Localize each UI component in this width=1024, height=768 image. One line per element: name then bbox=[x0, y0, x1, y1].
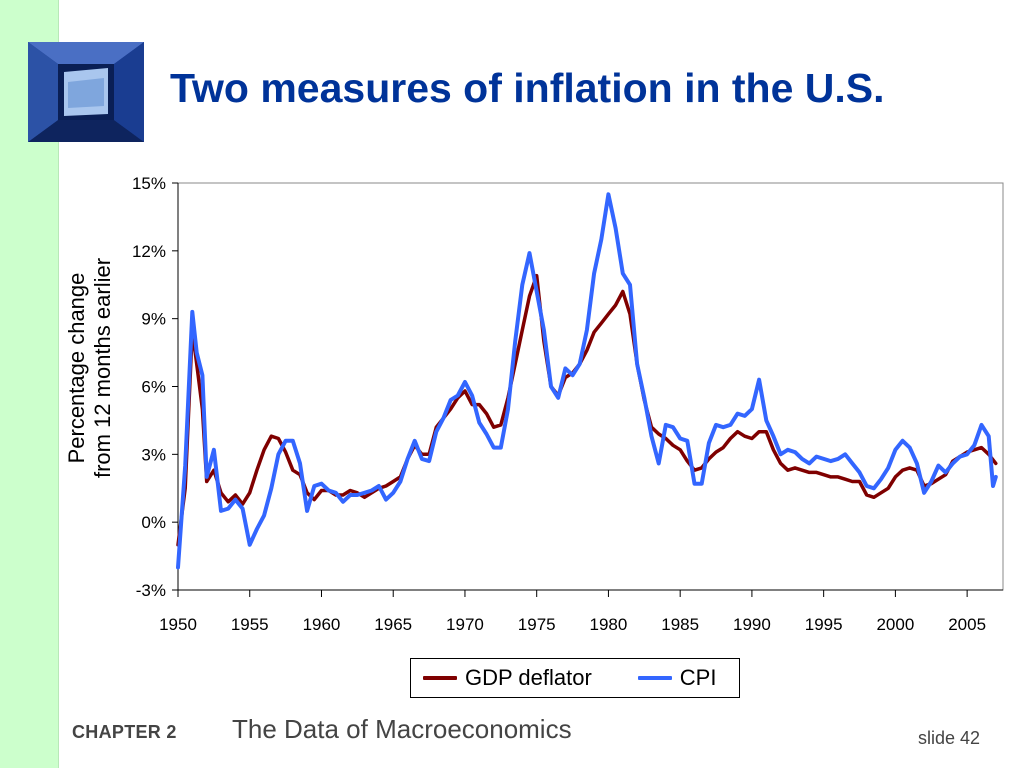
legend-item-gdp-deflator: GDP deflator bbox=[423, 665, 592, 691]
y-tick-label: 12% bbox=[132, 242, 166, 261]
chart-legend: GDP deflator CPI bbox=[410, 658, 740, 698]
y-tick-label: 9% bbox=[141, 310, 166, 329]
x-tick-label: 1980 bbox=[590, 615, 628, 634]
footer-chapter: CHAPTER 2 bbox=[72, 722, 177, 742]
x-tick-label: 2000 bbox=[876, 615, 914, 634]
x-tick-label: 1975 bbox=[518, 615, 556, 634]
plot-frame bbox=[177, 182, 1004, 591]
x-tick-label: 1960 bbox=[303, 615, 341, 634]
x-tick-label: 1955 bbox=[231, 615, 269, 634]
y-tick-label: 15% bbox=[132, 174, 166, 193]
series-line-cpi bbox=[176, 192, 998, 570]
y-tick-label: 0% bbox=[141, 513, 166, 532]
slide-title: Two measures of inflation in the U.S. bbox=[170, 65, 885, 111]
x-tick-label: 1990 bbox=[733, 615, 771, 634]
legend-label-gdp-deflator: GDP deflator bbox=[465, 665, 592, 690]
y-tick-label: -3% bbox=[136, 581, 166, 600]
series-line-gdp-deflator bbox=[176, 273, 998, 547]
x-tick-label: 1995 bbox=[805, 615, 843, 634]
y-tick-label: 3% bbox=[141, 445, 166, 464]
y-tick-label: 6% bbox=[141, 378, 166, 397]
legend-swatch-gdp-deflator bbox=[423, 676, 457, 680]
footer-subject: The Data of Macroeconomics bbox=[232, 714, 572, 744]
x-tick-label: 1965 bbox=[374, 615, 412, 634]
legend-swatch-cpi bbox=[637, 676, 672, 680]
x-tick-label: 1985 bbox=[661, 615, 699, 634]
window-shaft-icon bbox=[28, 42, 144, 142]
x-tick-label: 1970 bbox=[446, 615, 484, 634]
footer-slide-number: slide 42 bbox=[918, 728, 981, 748]
x-tick-label: 2005 bbox=[948, 615, 986, 634]
legend-label-cpi: CPI bbox=[679, 665, 717, 690]
legend-item-cpi: CPI bbox=[637, 665, 717, 691]
x-tick-label: 1950 bbox=[159, 615, 197, 634]
